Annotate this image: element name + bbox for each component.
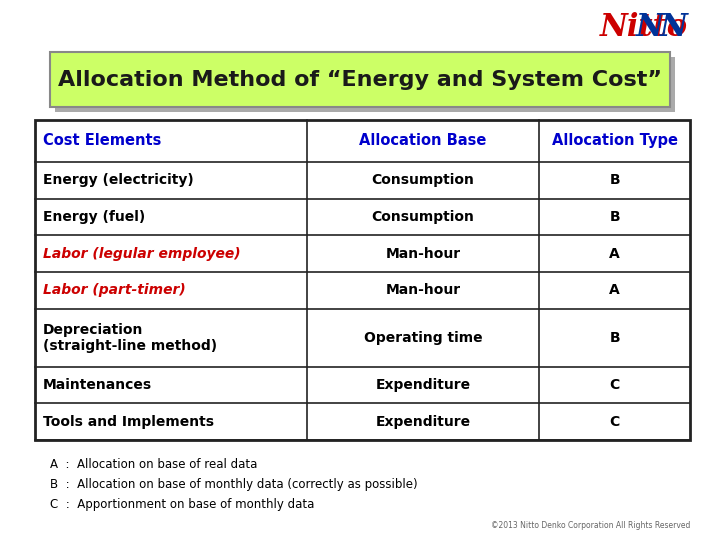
Text: Man-hour: Man-hour — [385, 247, 461, 261]
Text: Operating time: Operating time — [364, 330, 482, 345]
Text: Allocation Method of “Energy and System Cost”: Allocation Method of “Energy and System … — [58, 70, 662, 90]
Text: C: C — [610, 378, 620, 392]
Text: Maintenances: Maintenances — [43, 378, 152, 392]
Text: Depreciation
(straight-line method): Depreciation (straight-line method) — [43, 322, 217, 353]
Text: Nitto: Nitto — [600, 12, 688, 44]
Text: B: B — [609, 210, 620, 224]
Text: Allocation Type: Allocation Type — [552, 133, 678, 148]
Text: Allocation Base: Allocation Base — [359, 133, 487, 148]
Text: ©2013 Nitto Denko Corporation All Rights Reserved: ©2013 Nitto Denko Corporation All Rights… — [490, 521, 690, 530]
Text: Consumption: Consumption — [372, 173, 474, 187]
Text: A  :  Allocation on base of real data: A : Allocation on base of real data — [50, 458, 257, 471]
Text: Energy (fuel): Energy (fuel) — [43, 210, 145, 224]
Text: Cost Elements: Cost Elements — [43, 133, 161, 148]
Text: B  :  Allocation on base of monthly data (correctly as possible): B : Allocation on base of monthly data (… — [50, 478, 418, 491]
Text: Tools and Implements: Tools and Implements — [43, 415, 214, 429]
Text: N: N — [660, 12, 688, 44]
Text: Expenditure: Expenditure — [376, 415, 471, 429]
Text: Expenditure: Expenditure — [376, 378, 471, 392]
Text: B: B — [609, 330, 620, 345]
Text: A: A — [609, 284, 620, 298]
Bar — [35, 120, 690, 440]
Text: N: N — [636, 12, 664, 44]
Text: C  :  Apportionment on base of monthly data: C : Apportionment on base of monthly dat… — [50, 498, 315, 511]
Text: Consumption: Consumption — [372, 210, 474, 224]
Text: Man-hour: Man-hour — [385, 284, 461, 298]
Text: Labor (part-timer): Labor (part-timer) — [43, 284, 186, 298]
Text: Energy (electricity): Energy (electricity) — [43, 173, 194, 187]
Bar — [50, 52, 670, 107]
Text: Labor (legular employee): Labor (legular employee) — [43, 247, 240, 261]
Text: A: A — [609, 247, 620, 261]
Text: C: C — [610, 415, 620, 429]
Bar — [55, 57, 675, 112]
Text: B: B — [609, 173, 620, 187]
